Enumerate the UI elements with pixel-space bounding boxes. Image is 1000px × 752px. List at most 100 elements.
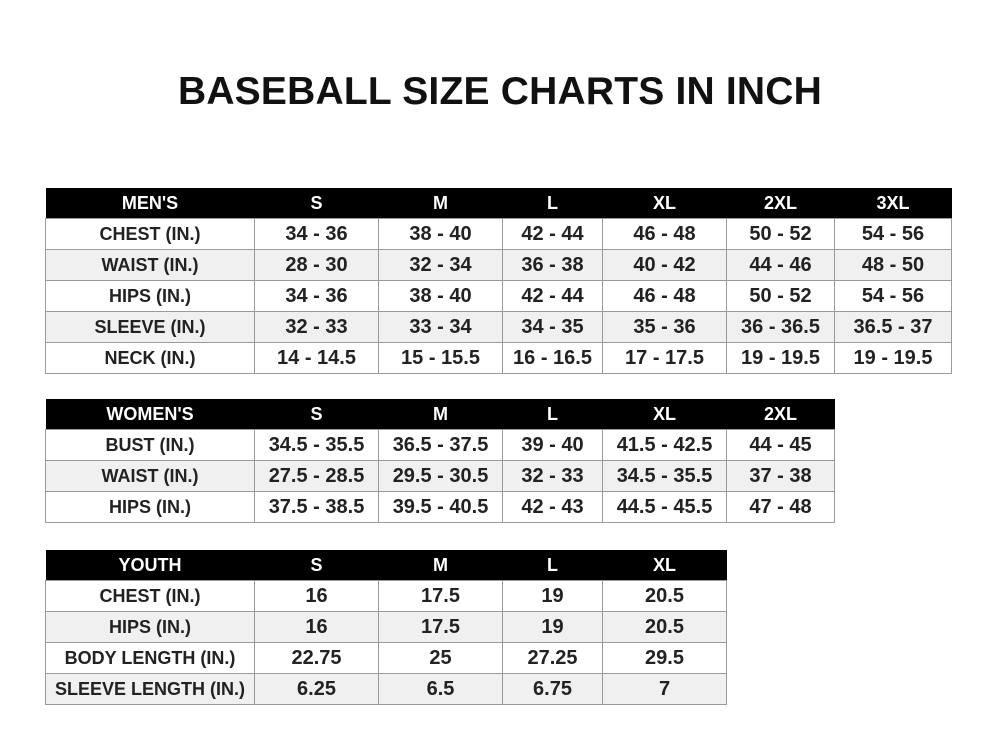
table-row: HIPS (IN.) 37.5 - 38.5 39.5 - 40.5 42 - 43 4…	[45, 491, 835, 523]
header-row: MEN'S S M L XL 2XL 3XL	[45, 188, 952, 219]
size-value: 34 - 35	[502, 311, 603, 343]
size-value: 41.5 - 42.5	[602, 429, 727, 461]
size-value: 17.5	[378, 611, 503, 643]
size-value: 19 - 19.5	[726, 342, 835, 374]
size-value: 34.5 - 35.5	[254, 429, 379, 461]
size-value: 29.5 - 30.5	[378, 460, 503, 492]
size-value: 42 - 44	[502, 280, 603, 312]
size-value: 37 - 38	[726, 460, 835, 492]
column-header: MEN'S	[45, 188, 255, 219]
table-row: WAIST (IN.) 27.5 - 28.5 29.5 - 30.5 32 - 33…	[45, 460, 835, 492]
size-value: 16 - 16.5	[502, 342, 603, 374]
column-header: 3XL	[834, 188, 952, 219]
row-label: SLEEVE LENGTH (IN.)	[45, 673, 255, 705]
size-value: 34.5 - 35.5	[602, 460, 727, 492]
size-value: 50 - 52	[726, 280, 835, 312]
row-label: CHEST (IN.)	[45, 580, 255, 612]
table-row: CHEST (IN.) 34 - 36 38 - 40 42 - 44 46 - 48 5…	[45, 218, 952, 250]
column-header: XL	[602, 188, 727, 219]
size-value: 34 - 36	[254, 218, 379, 250]
size-value: 6.75	[502, 673, 603, 705]
size-value: 32 - 33	[502, 460, 603, 492]
column-header: M	[378, 550, 503, 581]
size-value: 38 - 40	[378, 218, 503, 250]
table-row: SLEEVE LENGTH (IN.) 6.25 6.5 6.75 7	[45, 673, 727, 705]
column-header: L	[502, 550, 603, 581]
size-value: 16	[254, 611, 379, 643]
size-value: 22.75	[254, 642, 379, 674]
size-value: 34 - 36	[254, 280, 379, 312]
size-value: 54 - 56	[834, 218, 952, 250]
womens-size-table: WOMEN'S S M L XL 2XL BUST (IN.) 34.5 - 35.5 36.5…	[45, 399, 835, 523]
size-value: 16	[254, 580, 379, 612]
column-header: 2XL	[726, 188, 835, 219]
column-header: 2XL	[726, 399, 835, 430]
size-value: 6.5	[378, 673, 503, 705]
column-header: L	[502, 399, 603, 430]
size-value: 54 - 56	[834, 280, 952, 312]
row-label: WAIST (IN.)	[45, 249, 255, 281]
size-value: 46 - 48	[602, 218, 727, 250]
size-value: 44.5 - 45.5	[602, 491, 727, 523]
row-label: HIPS (IN.)	[45, 491, 255, 523]
size-value: 15 - 15.5	[378, 342, 503, 374]
size-value: 36.5 - 37.5	[378, 429, 503, 461]
size-value: 42 - 44	[502, 218, 603, 250]
row-label: HIPS (IN.)	[45, 611, 255, 643]
column-header: S	[254, 188, 379, 219]
size-value: 40 - 42	[602, 249, 727, 281]
table-row: BODY LENGTH (IN.) 22.75 25 27.25 29.5	[45, 642, 727, 674]
size-value: 6.25	[254, 673, 379, 705]
size-value: 46 - 48	[602, 280, 727, 312]
row-label: CHEST (IN.)	[45, 218, 255, 250]
column-header: M	[378, 399, 503, 430]
size-value: 27.25	[502, 642, 603, 674]
column-header: XL	[602, 550, 727, 581]
column-header: WOMEN'S	[45, 399, 255, 430]
row-label: BUST (IN.)	[45, 429, 255, 461]
size-value: 50 - 52	[726, 218, 835, 250]
table-row: BUST (IN.) 34.5 - 35.5 36.5 - 37.5 39 - 40 4…	[45, 429, 835, 461]
size-value: 48 - 50	[834, 249, 952, 281]
size-value: 44 - 45	[726, 429, 835, 461]
size-value: 28 - 30	[254, 249, 379, 281]
size-value: 39 - 40	[502, 429, 603, 461]
size-value: 17 - 17.5	[602, 342, 727, 374]
size-value: 36 - 38	[502, 249, 603, 281]
size-value: 33 - 34	[378, 311, 503, 343]
header-row: WOMEN'S S M L XL 2XL	[45, 399, 835, 430]
table-row: HIPS (IN.) 34 - 36 38 - 40 42 - 44 46 - 48 50…	[45, 280, 952, 312]
size-value: 14 - 14.5	[254, 342, 379, 374]
size-value: 44 - 46	[726, 249, 835, 281]
mens-size-table: MEN'S S M L XL 2XL 3XL CHEST (IN.) 34 - 36 38 - 4…	[45, 188, 952, 374]
column-header: XL	[602, 399, 727, 430]
size-value: 47 - 48	[726, 491, 835, 523]
size-value: 7	[602, 673, 727, 705]
row-label: SLEEVE (IN.)	[45, 311, 255, 343]
table-row: HIPS (IN.) 16 17.5 19 20.5	[45, 611, 727, 643]
column-header: YOUTH	[45, 550, 255, 581]
size-value: 27.5 - 28.5	[254, 460, 379, 492]
size-value: 19 - 19.5	[834, 342, 952, 374]
size-value: 35 - 36	[602, 311, 727, 343]
size-value: 19	[502, 611, 603, 643]
size-value: 17.5	[378, 580, 503, 612]
size-value: 36 - 36.5	[726, 311, 835, 343]
header-row: YOUTH S M L XL	[45, 550, 727, 581]
size-value: 37.5 - 38.5	[254, 491, 379, 523]
row-label: BODY LENGTH (IN.)	[45, 642, 255, 674]
column-header: S	[254, 399, 379, 430]
size-value: 25	[378, 642, 503, 674]
size-value: 20.5	[602, 580, 727, 612]
table-row: WAIST (IN.) 28 - 30 32 - 34 36 - 38 40 - 42 4…	[45, 249, 952, 281]
size-value: 42 - 43	[502, 491, 603, 523]
table-row: SLEEVE (IN.) 32 - 33 33 - 34 34 - 35 35 - 36…	[45, 311, 952, 343]
table-row: NECK (IN.) 14 - 14.5 15 - 15.5 16 - 16.5 17 …	[45, 342, 952, 374]
column-header: L	[502, 188, 603, 219]
row-label: NECK (IN.)	[45, 342, 255, 374]
table-row: CHEST (IN.) 16 17.5 19 20.5	[45, 580, 727, 612]
size-value: 20.5	[602, 611, 727, 643]
youth-size-table: YOUTH S M L XL CHEST (IN.) 16 17.5 19 20.5 HIPS (I…	[45, 550, 727, 705]
size-value: 19	[502, 580, 603, 612]
size-value: 32 - 34	[378, 249, 503, 281]
